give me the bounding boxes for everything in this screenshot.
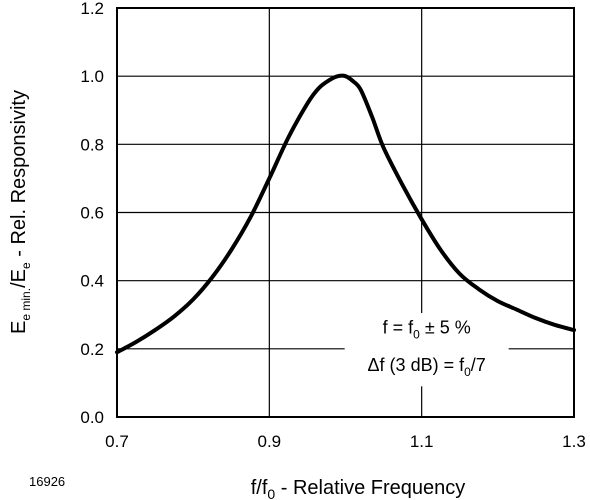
- annotation-line-1-a: f = f: [383, 317, 415, 337]
- y-axis-title-rest: - Rel. Responsivity: [8, 90, 30, 262]
- y-axis-title-sep: /E: [8, 269, 30, 288]
- x-tick-label: 1.1: [410, 432, 434, 451]
- x-axis-title-rest: - Relative Frequency: [275, 477, 465, 499]
- y-tick-label: 1.0: [80, 67, 104, 86]
- annotation-line-2-b: /7: [471, 355, 486, 375]
- annotation-line-1-sub: 0: [413, 327, 420, 341]
- y-tick-label: 0.2: [80, 340, 104, 359]
- annotation-background: [344, 313, 509, 387]
- plot-frame: [116, 7, 575, 418]
- x-tick-label: 0.9: [258, 432, 282, 451]
- y-axis-title-e2-sub: e: [19, 262, 33, 269]
- y-tick-label: 0.8: [80, 135, 104, 154]
- y-tick-label: 0.6: [80, 204, 104, 223]
- x-axis-title: f/f0 - Relative Frequency: [251, 477, 466, 500]
- annotation-line-1: f = f0 ± 5 %: [383, 317, 471, 341]
- y-tick-labels: 0.0 0.2 0.4 0.6 0.8 1.0 1.2: [80, 0, 104, 427]
- y-axis-title: Ee min./Ee - Rel. Responsivity: [8, 90, 33, 334]
- curve-layer: [115, 73, 576, 355]
- annotation-line-1-b: ± 5 %: [420, 317, 471, 337]
- annotation-line-2-sub: 0: [464, 365, 471, 379]
- x-axis-title-sub: 0: [267, 486, 275, 500]
- annotation-line-2-a: Δf (3 dB) = f: [368, 355, 466, 375]
- annotation-line-2: Δf (3 dB) = f0/7: [368, 355, 486, 379]
- x-axis-title-main: f/f: [251, 477, 268, 499]
- y-tick-label: 0.4: [80, 272, 104, 291]
- y-axis-title-e1: E: [8, 321, 30, 334]
- x-tick-labels: 0.7 0.9 1.1 1.3: [105, 432, 586, 451]
- x-tick-label: 1.3: [562, 432, 586, 451]
- y-tick-label: 0.0: [80, 408, 104, 427]
- responsivity-curve: [115, 73, 576, 355]
- x-tick-label: 0.7: [105, 432, 129, 451]
- y-tick-label: 1.2: [80, 0, 104, 18]
- y-axis-title-e1-sub: e min.: [19, 288, 33, 321]
- figure-number: 16926: [29, 474, 65, 489]
